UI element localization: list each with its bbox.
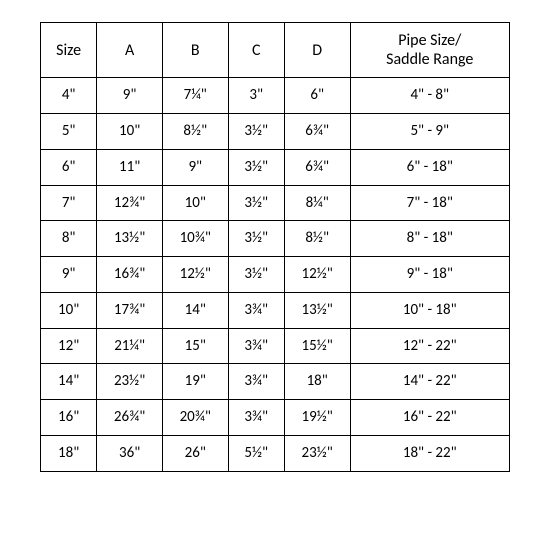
col-header-range: Pipe Size/ Saddle Range	[350, 23, 510, 78]
cell-a: 17¾"	[97, 292, 163, 328]
cell-a: 23½"	[97, 364, 163, 400]
cell-d: 13½"	[284, 292, 350, 328]
cell-b: 26"	[162, 435, 228, 471]
cell-c: 3½"	[228, 149, 284, 185]
col-header-c: C	[228, 23, 284, 78]
cell-b: 19"	[162, 364, 228, 400]
cell-a: 11"	[97, 149, 163, 185]
cell-size: 4"	[41, 78, 97, 114]
cell-range: 16" - 22"	[350, 400, 510, 436]
cell-size: 6"	[41, 149, 97, 185]
cell-a: 21¼"	[97, 328, 163, 364]
cell-a: 10"	[97, 114, 163, 150]
table-row: 5"10"8½"3½"6¾"5" - 9"	[41, 114, 510, 150]
table-row: 8"13½"10¾"3½"8½"8" - 18"	[41, 221, 510, 257]
col-header-range-line2: Saddle Range	[386, 50, 473, 69]
cell-d: 6"	[284, 78, 350, 114]
cell-d: 15½"	[284, 328, 350, 364]
cell-a: 12¾"	[97, 185, 163, 221]
cell-d: 8½"	[284, 221, 350, 257]
table-row: 10"17¾"14"3¾"13½"10" - 18"	[41, 292, 510, 328]
table-row: 7"12¾"10"3½"8¼"7" - 18"	[41, 185, 510, 221]
cell-c: 3"	[228, 78, 284, 114]
cell-a: 9"	[97, 78, 163, 114]
table-row: 16"26¾"20¾"3¾"19½"16" - 22"	[41, 400, 510, 436]
cell-b: 15"	[162, 328, 228, 364]
cell-d: 23½"	[284, 435, 350, 471]
cell-size: 10"	[41, 292, 97, 328]
table-row: 9"16¾"12½"3½"12½"9" - 18"	[41, 257, 510, 293]
cell-d: 8¼"	[284, 185, 350, 221]
col-header-range-line1: Pipe Size/	[398, 31, 461, 50]
cell-c: 3¾"	[228, 400, 284, 436]
table-row: 6"11"9"3½"6¾"6" - 18"	[41, 149, 510, 185]
cell-a: 13½"	[97, 221, 163, 257]
cell-b: 20¾"	[162, 400, 228, 436]
cell-range: 14" - 22"	[350, 364, 510, 400]
cell-b: 14"	[162, 292, 228, 328]
col-header-d: D	[284, 23, 350, 78]
cell-a: 16¾"	[97, 257, 163, 293]
table-header-row: Size A B C D Pipe Size/ Saddle Range	[41, 23, 510, 78]
cell-size: 18"	[41, 435, 97, 471]
cell-d: 6¾"	[284, 114, 350, 150]
col-header-b: B	[162, 23, 228, 78]
cell-c: 3¾"	[228, 328, 284, 364]
cell-b: 10"	[162, 185, 228, 221]
cell-a: 36"	[97, 435, 163, 471]
cell-c: 3¾"	[228, 292, 284, 328]
cell-range: 5" - 9"	[350, 114, 510, 150]
cell-range: 7" - 18"	[350, 185, 510, 221]
cell-b: 9"	[162, 149, 228, 185]
table-row: 14"23½"19"3¾"18"14" - 22"	[41, 364, 510, 400]
table-body: 4"9"7¼"3"6"4" - 8"5"10"8½"3½"6¾"5" - 9"6…	[41, 78, 510, 471]
cell-size: 14"	[41, 364, 97, 400]
cell-b: 7¼"	[162, 78, 228, 114]
cell-size: 7"	[41, 185, 97, 221]
cell-b: 10¾"	[162, 221, 228, 257]
col-header-size: Size	[41, 23, 97, 78]
cell-size: 5"	[41, 114, 97, 150]
cell-c: 3½"	[228, 114, 284, 150]
cell-size: 12"	[41, 328, 97, 364]
cell-range: 6" - 18"	[350, 149, 510, 185]
col-header-a: A	[97, 23, 163, 78]
cell-range: 10" - 18"	[350, 292, 510, 328]
table-row: 18"36"26"5½"23½"18" - 22"	[41, 435, 510, 471]
cell-range: 8" - 18"	[350, 221, 510, 257]
cell-c: 3½"	[228, 221, 284, 257]
cell-size: 9"	[41, 257, 97, 293]
table-row: 12"21¼"15"3¾"15½"12" - 22"	[41, 328, 510, 364]
cell-d: 12½"	[284, 257, 350, 293]
cell-b: 12½"	[162, 257, 228, 293]
cell-size: 8"	[41, 221, 97, 257]
cell-d: 19½"	[284, 400, 350, 436]
cell-range: 4" - 8"	[350, 78, 510, 114]
cell-c: 3½"	[228, 257, 284, 293]
cell-range: 9" - 18"	[350, 257, 510, 293]
cell-range: 12" - 22"	[350, 328, 510, 364]
table-row: 4"9"7¼"3"6"4" - 8"	[41, 78, 510, 114]
cell-size: 16"	[41, 400, 97, 436]
cell-c: 3½"	[228, 185, 284, 221]
pipe-size-table: Size A B C D Pipe Size/ Saddle Range 4"9…	[40, 22, 510, 472]
cell-d: 18"	[284, 364, 350, 400]
cell-d: 6¾"	[284, 149, 350, 185]
cell-c: 3¾"	[228, 364, 284, 400]
cell-b: 8½"	[162, 114, 228, 150]
cell-c: 5½"	[228, 435, 284, 471]
cell-a: 26¾"	[97, 400, 163, 436]
cell-range: 18" - 22"	[350, 435, 510, 471]
